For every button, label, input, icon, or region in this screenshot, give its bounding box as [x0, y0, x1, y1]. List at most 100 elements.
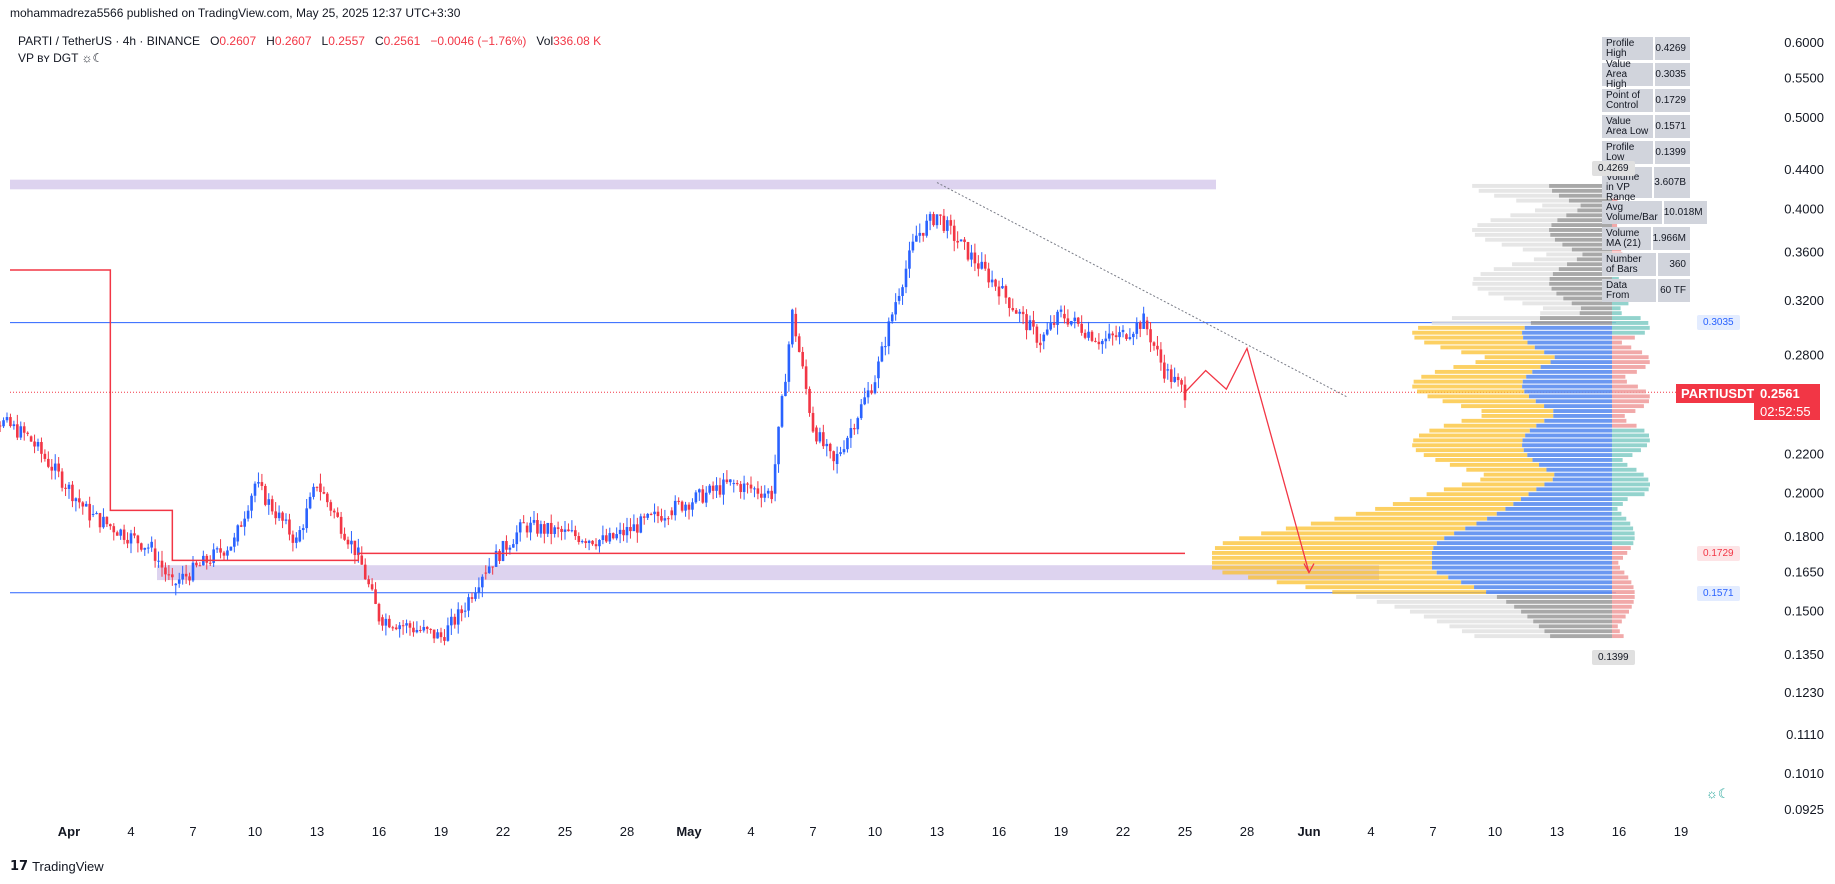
candle-body [1090, 331, 1094, 341]
sun-moon-icon[interactable]: ☼☾ [1706, 786, 1730, 801]
profile-delta-bar [1612, 223, 1618, 228]
candle-body [1042, 334, 1046, 342]
profile-bar-down [1544, 629, 1612, 634]
profile-bar-down [1436, 570, 1612, 575]
symbol-name[interactable]: PARTI / TetherUS · 4h · BINANCE [18, 34, 201, 48]
candle-body [770, 490, 773, 500]
price-tick-label: 0.5500 [1784, 71, 1824, 86]
profile-low-tag: 0.1399 [1592, 650, 1635, 665]
candle-body [663, 518, 667, 521]
time-tick-label: 10 [1488, 824, 1502, 839]
time-tick-label: 19 [434, 824, 448, 839]
profile-bar-up [1305, 585, 1475, 590]
candle-body [36, 442, 40, 447]
candle-body [632, 524, 636, 532]
candle-body [1118, 332, 1121, 338]
candle-body [98, 513, 102, 528]
profile-delta-bar [1612, 365, 1646, 369]
profile-bar-up [1488, 291, 1557, 296]
candle-body [270, 499, 274, 512]
candle-body [95, 513, 98, 515]
candle-body [394, 627, 398, 630]
candle-body [925, 220, 928, 236]
candle-body [935, 214, 939, 226]
time-tick-label: 16 [992, 824, 1006, 839]
profile-delta-bar [1612, 311, 1622, 316]
profile-bar-up [1427, 394, 1529, 399]
candle-body [828, 443, 832, 452]
time-tick-label: 4 [1367, 824, 1374, 839]
indicator-legend[interactable]: VP ʙʏ DGT ☼☾ [18, 51, 104, 65]
price-tick-label: 0.1110 [1786, 727, 1824, 742]
tv-logo-icon[interactable]: 𝟭𝟳 [10, 858, 29, 873]
profile-bar-up [1409, 609, 1522, 614]
high-value: 0.2607 [274, 34, 312, 48]
profile-bar-up [1222, 570, 1437, 575]
profile-delta-bar [1612, 399, 1649, 404]
candle-body [594, 544, 598, 547]
candle-body [133, 533, 136, 536]
candle-body [1128, 337, 1132, 339]
candle-body [667, 518, 670, 520]
candle-body [236, 525, 240, 542]
profile-bar-up [1512, 262, 1568, 267]
candle-body [1114, 335, 1118, 338]
stat-value: 0.4269 [1655, 37, 1690, 60]
brand-name[interactable]: TradingView [32, 858, 104, 874]
profile-bar-up [1461, 629, 1545, 634]
candle-body [980, 261, 984, 269]
profile-delta-bar [1612, 453, 1633, 458]
profile-bar-up [1418, 325, 1525, 330]
profile-bar-down [1487, 516, 1612, 521]
profile-delta-bar [1612, 325, 1650, 330]
profile-delta-bar [1612, 521, 1631, 526]
stat-value: 60 TF [1658, 279, 1690, 302]
candle-body [1156, 345, 1159, 350]
candle-body [67, 484, 71, 489]
profile-delta-bar [1612, 320, 1649, 325]
candle-body [963, 239, 966, 243]
candle-body [952, 225, 956, 241]
profile-bar-down [1536, 423, 1612, 428]
candle-body [1163, 362, 1166, 379]
profile-delta-bar [1612, 389, 1646, 394]
stat-row: Profile Low 0.1399 [1602, 141, 1690, 164]
candle-body [453, 616, 457, 625]
candle-body [515, 532, 519, 545]
candle-body [374, 589, 377, 604]
candle-body [1087, 331, 1090, 338]
candle-body [512, 544, 515, 548]
stat-row: Number of Bars 360 [1602, 253, 1690, 276]
profile-bar-down [1514, 604, 1612, 609]
candle-body [19, 426, 23, 438]
profile-bar-up [1436, 619, 1534, 624]
zones [10, 179, 1379, 581]
stat-row: Data From 60 TF [1602, 279, 1690, 302]
profile-bar-down [1505, 506, 1612, 511]
candle-body [508, 547, 512, 550]
open-label: O [210, 34, 220, 48]
candle-body [680, 501, 684, 511]
candle-body [295, 537, 298, 543]
profile-bar-up [1533, 257, 1577, 262]
candle-body [81, 502, 85, 507]
candle-body [322, 492, 326, 494]
candle-body [115, 532, 119, 536]
profile-bar-down [1496, 595, 1612, 599]
candle-body [532, 520, 536, 523]
price-tick-label: 0.4400 [1784, 162, 1824, 177]
volume-value: 336.08 K [553, 34, 602, 48]
profile-delta-bar [1612, 428, 1645, 433]
candle-body [105, 516, 109, 525]
profile-delta-bar [1612, 482, 1650, 487]
candle-body [894, 302, 897, 315]
profile-bar-down [1556, 291, 1612, 296]
time-tick-label: 16 [1612, 824, 1626, 839]
time-tick-label: 4 [127, 824, 134, 839]
last-price-tag: 0.2561 [1754, 384, 1820, 403]
profile-delta-bar [1612, 477, 1649, 482]
candle-body [88, 503, 91, 521]
candle-body [208, 562, 212, 564]
time-tick-label: 10 [248, 824, 262, 839]
